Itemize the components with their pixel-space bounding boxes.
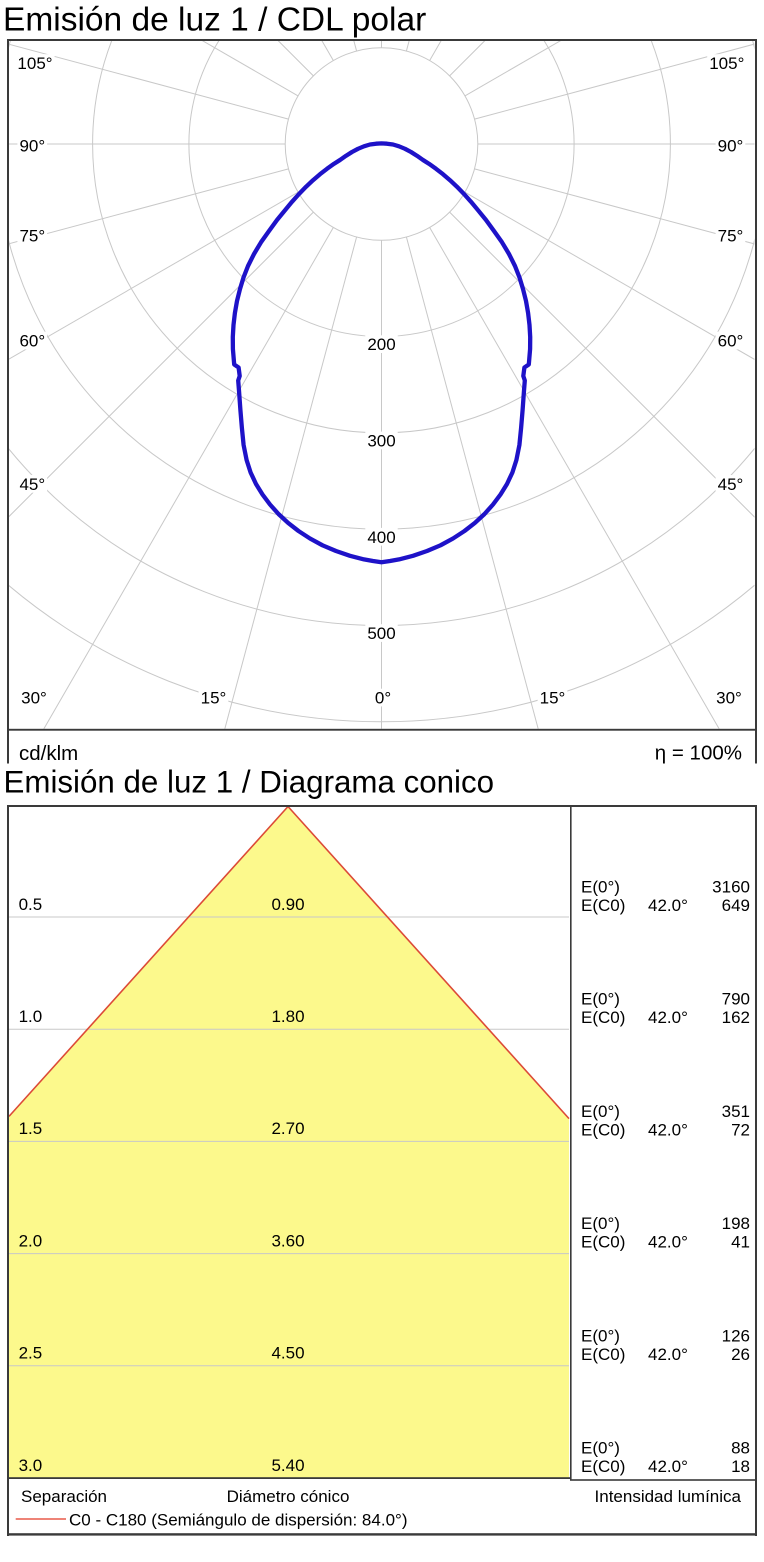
svg-text:Intensidad lumínica: Intensidad lumínica [595,1487,742,1506]
svg-text:15°: 15° [540,689,566,708]
svg-text:162: 162 [722,1008,750,1027]
svg-text:1.5: 1.5 [19,1119,43,1138]
svg-text:E(C0): E(C0) [581,896,625,915]
svg-text:E(0°): E(0°) [581,1102,620,1121]
svg-text:Emisión de luz 1 / CDL polar: Emisión de luz 1 / CDL polar [3,2,426,39]
svg-text:42.0°: 42.0° [648,1008,688,1027]
svg-text:0.90: 0.90 [271,895,304,914]
svg-text:198: 198 [722,1214,750,1233]
svg-text:cd/klm: cd/klm [19,742,78,765]
svg-text:E(0°): E(0°) [581,878,620,897]
svg-text:3.60: 3.60 [271,1231,304,1250]
svg-text:Separación: Separación [21,1487,107,1506]
svg-text:Emisión de luz 1 / Diagrama co: Emisión de luz 1 / Diagrama conico [4,764,495,799]
svg-text:41: 41 [731,1233,750,1252]
svg-text:45°: 45° [19,475,45,494]
svg-text:E(C0): E(C0) [581,1345,625,1364]
svg-text:2.5: 2.5 [19,1344,43,1363]
svg-text:42.0°: 42.0° [648,1457,688,1476]
svg-text:649: 649 [722,896,750,915]
svg-text:5.40: 5.40 [271,1456,304,1475]
svg-text:42.0°: 42.0° [648,896,688,915]
svg-text:105°: 105° [17,54,52,73]
svg-text:790: 790 [722,990,750,1009]
svg-text:42.0°: 42.0° [648,1345,688,1364]
svg-text:0°: 0° [375,689,391,708]
svg-text:400: 400 [367,528,395,547]
svg-text:351: 351 [722,1102,750,1121]
svg-text:72: 72 [731,1120,750,1139]
svg-text:200: 200 [367,335,395,354]
svg-text:18: 18 [731,1457,750,1476]
svg-text:26: 26 [731,1345,750,1364]
svg-text:3.0: 3.0 [19,1456,43,1475]
svg-text:42.0°: 42.0° [648,1233,688,1252]
svg-text:90°: 90° [19,137,45,156]
svg-text:15°: 15° [201,689,227,708]
svg-text:E(0°): E(0°) [581,1326,620,1345]
svg-text:42.0°: 42.0° [648,1120,688,1139]
svg-text:90°: 90° [718,137,744,156]
svg-text:E(C0): E(C0) [581,1457,625,1476]
svg-text:Diámetro cónico: Diámetro cónico [227,1487,350,1506]
svg-text:1.80: 1.80 [271,1007,304,1026]
svg-text:75°: 75° [19,227,45,246]
svg-text:0.5: 0.5 [19,895,43,914]
svg-text:45°: 45° [718,475,744,494]
svg-text:300: 300 [367,432,395,451]
svg-text:C0 - C180 (Semiángulo de dispe: C0 - C180 (Semiángulo de dispersión: 84.… [69,1510,407,1529]
svg-text:E(C0): E(C0) [581,1008,625,1027]
svg-text:1.0: 1.0 [19,1007,43,1026]
svg-text:60°: 60° [718,332,744,351]
svg-text:E(0°): E(0°) [581,1439,620,1458]
svg-text:30°: 30° [21,689,47,708]
svg-text:75°: 75° [718,227,744,246]
svg-text:E(C0): E(C0) [581,1120,625,1139]
svg-text:88: 88 [731,1439,750,1458]
svg-text:2.70: 2.70 [271,1119,304,1138]
svg-text:3160: 3160 [712,878,750,897]
svg-text:60°: 60° [19,332,45,351]
svg-text:2.0: 2.0 [19,1231,43,1250]
svg-text:30°: 30° [716,689,742,708]
svg-text:E(0°): E(0°) [581,990,620,1009]
svg-text:500: 500 [367,624,395,643]
svg-text:E(C0): E(C0) [581,1233,625,1252]
svg-text:126: 126 [722,1326,750,1345]
svg-text:105°: 105° [709,54,744,73]
svg-text:E(0°): E(0°) [581,1214,620,1233]
svg-text:η = 100%: η = 100% [655,742,742,765]
svg-text:4.50: 4.50 [271,1344,304,1363]
